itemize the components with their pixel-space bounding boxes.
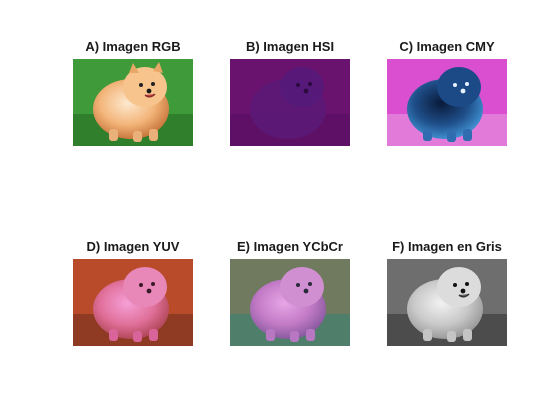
panel-title: D) Imagen YUV — [86, 239, 180, 254]
panel-title: B) Imagen HSI — [245, 39, 335, 54]
panel-title: E) Imagen YCbCr — [237, 239, 343, 254]
dog-image-gray — [387, 259, 507, 346]
dog-image-ycbcr — [230, 259, 350, 346]
dog-photo-gray — [387, 259, 507, 346]
panel-title: C) Imagen CMY — [399, 39, 495, 54]
dog-photo-hsi — [230, 59, 350, 146]
dog-photo-cmy — [387, 59, 507, 146]
dog-image-hsi — [230, 59, 350, 146]
dog-photo-ycbcr — [230, 259, 350, 346]
dog-image-cmy — [387, 59, 507, 146]
dog-photo-rgb — [73, 59, 193, 146]
dog-photo-yuv — [73, 259, 193, 346]
panel-title: A) Imagen RGB — [85, 39, 181, 54]
dog-image-yuv — [73, 259, 193, 346]
dog-image-rgb — [73, 59, 193, 146]
panel-title: F) Imagen en Gris — [392, 239, 502, 254]
